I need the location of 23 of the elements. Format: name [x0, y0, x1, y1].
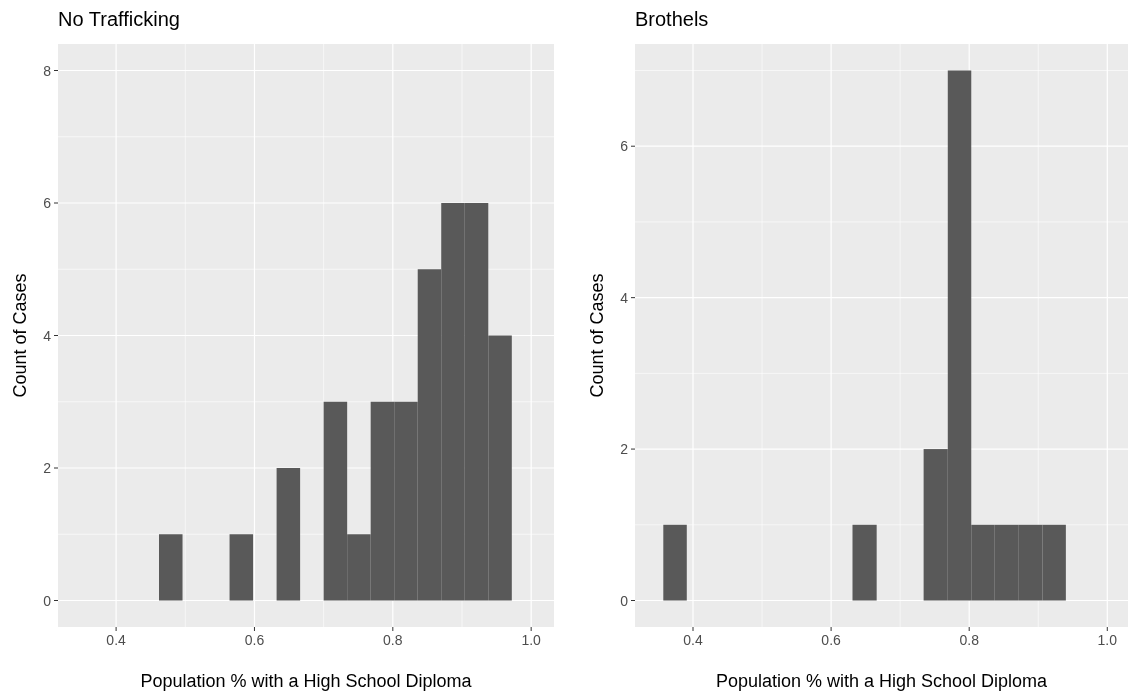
- y-tick-label: 4: [620, 289, 629, 306]
- chart-title: Brothels: [635, 8, 709, 30]
- x-axis-title: Population % with a High School Diploma: [715, 671, 1049, 691]
- y-axis-title: Count of Cases: [587, 273, 607, 398]
- x-tick-label: 0.6: [821, 632, 842, 648]
- y-tick-label: 0: [43, 592, 52, 609]
- y-tick-label: 2: [620, 441, 629, 458]
- x-tick-label: 0.4: [683, 632, 703, 648]
- x-tick-label: 1.0: [521, 632, 542, 648]
- y-tick-label: 4: [43, 327, 52, 344]
- x-tick-label: 0.4: [106, 632, 127, 648]
- x-axis-title: Population % with a High School Diploma: [140, 671, 473, 691]
- y-tick-label: 6: [620, 138, 629, 155]
- x-tick-label: 0.8: [959, 632, 980, 648]
- y-tick-label: 0: [620, 592, 629, 609]
- chart-title: No Trafficking: [58, 8, 180, 30]
- y-axis-title: Count of Cases: [10, 273, 30, 398]
- y-tick-label: 8: [43, 62, 52, 79]
- x-tick-label: 0.8: [383, 632, 403, 648]
- x-tick-label: 0.6: [244, 632, 265, 648]
- y-tick-label: 2: [43, 460, 52, 476]
- x-tick-label: 1.0: [1097, 632, 1118, 648]
- y-tick-label: 6: [43, 195, 52, 211]
